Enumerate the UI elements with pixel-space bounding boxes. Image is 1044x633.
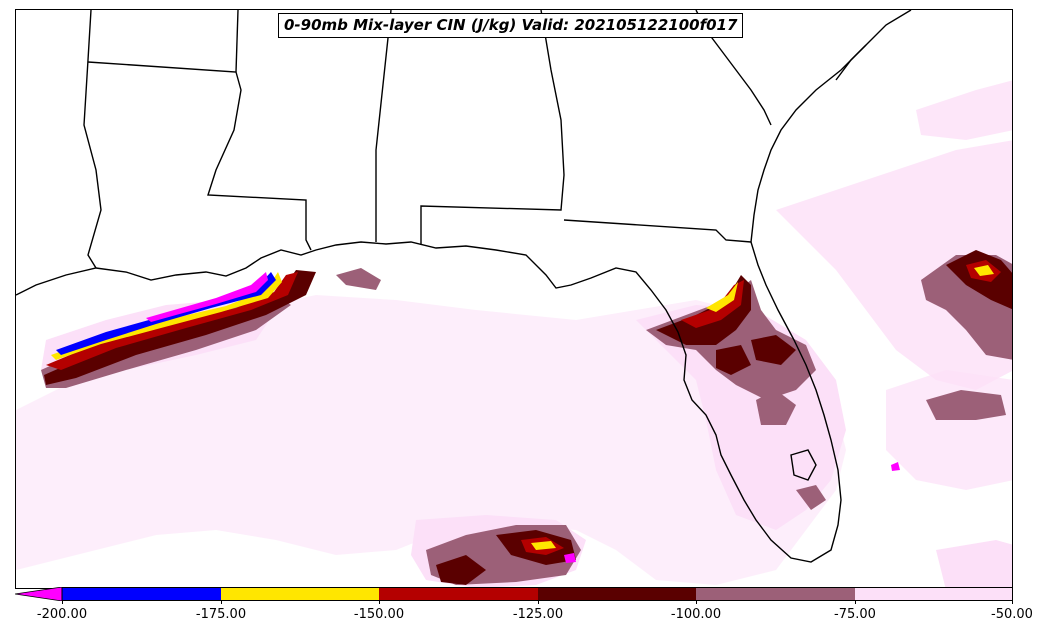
colorbar-outline bbox=[61, 587, 1013, 601]
colorbar-tick-label: -175.00 bbox=[195, 607, 247, 622]
tick-mark bbox=[855, 600, 856, 604]
colorbar-tick-label: -100.00 bbox=[670, 607, 722, 622]
colorbar-bin bbox=[855, 587, 1013, 601]
colorbar-bin bbox=[538, 587, 696, 601]
tick-mark bbox=[1012, 600, 1013, 604]
cin-field-darkred bbox=[44, 250, 1012, 585]
cin-field-blue bbox=[56, 272, 276, 355]
colorbar-tick-label: -75.00 bbox=[834, 607, 876, 622]
colorbar-bin bbox=[62, 587, 221, 601]
colorbar bbox=[15, 587, 1013, 601]
tick-mark bbox=[696, 600, 697, 604]
tick-mark bbox=[221, 600, 222, 604]
coastlines-borders bbox=[16, 10, 912, 563]
colorbar-bin bbox=[221, 587, 379, 601]
tick-mark bbox=[538, 600, 539, 604]
colorbar-tick-label: -125.00 bbox=[512, 607, 564, 622]
tick-mark bbox=[62, 600, 63, 604]
map-title: 0-90mb Mix-layer CIN (J/kg) Valid: 20210… bbox=[278, 13, 744, 38]
colorbar-bin bbox=[696, 587, 855, 601]
map-panel bbox=[15, 9, 1013, 589]
colorbar-bin bbox=[379, 587, 538, 601]
colorbar-tick-label: -50.00 bbox=[991, 607, 1033, 622]
cin-field-magenta bbox=[146, 272, 900, 563]
tick-mark bbox=[379, 600, 380, 604]
cin-map bbox=[16, 10, 1012, 588]
colorbar-tick-label: -150.00 bbox=[353, 607, 405, 622]
colorbar-tick-label: -200.00 bbox=[36, 607, 88, 622]
colorbar-extend-arrow bbox=[15, 587, 63, 601]
